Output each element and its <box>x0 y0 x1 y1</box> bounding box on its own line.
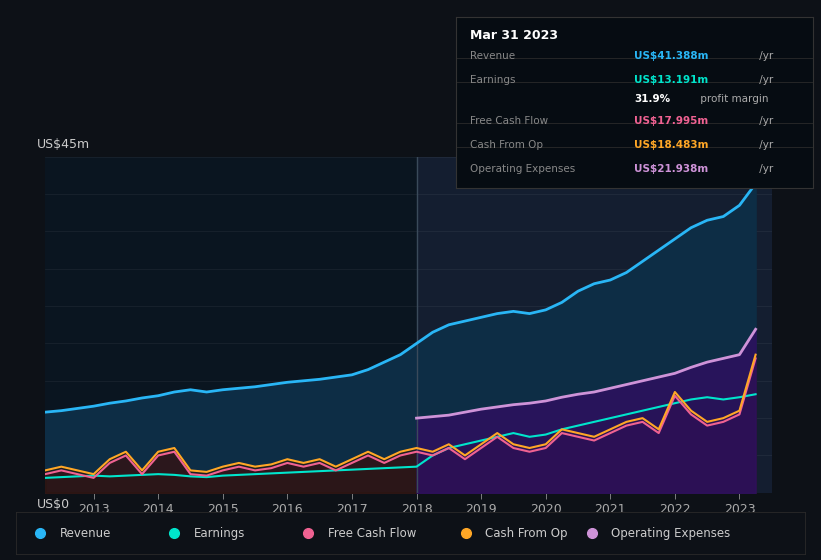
Text: Earnings: Earnings <box>470 75 516 85</box>
Text: US$21.938m: US$21.938m <box>635 164 709 174</box>
Text: Cash From Op: Cash From Op <box>485 527 568 540</box>
Text: Free Cash Flow: Free Cash Flow <box>328 527 416 540</box>
Text: /yr: /yr <box>755 75 773 85</box>
Text: /yr: /yr <box>755 116 773 126</box>
Text: Revenue: Revenue <box>60 527 111 540</box>
Text: Operating Expenses: Operating Expenses <box>470 164 576 174</box>
Text: /yr: /yr <box>755 140 773 150</box>
Text: US$13.191m: US$13.191m <box>635 75 709 85</box>
Text: Cash From Op: Cash From Op <box>470 140 543 150</box>
Text: US$45m: US$45m <box>37 138 90 151</box>
Text: US$17.995m: US$17.995m <box>635 116 709 126</box>
Text: /yr: /yr <box>755 51 773 61</box>
Text: profit margin: profit margin <box>697 94 768 104</box>
Text: US$41.388m: US$41.388m <box>635 51 709 61</box>
Text: Revenue: Revenue <box>470 51 515 61</box>
Bar <box>45 157 416 493</box>
Text: US$0: US$0 <box>37 498 70 511</box>
Text: Earnings: Earnings <box>194 527 245 540</box>
Text: /yr: /yr <box>755 164 773 174</box>
Text: Operating Expenses: Operating Expenses <box>612 527 731 540</box>
Text: Mar 31 2023: Mar 31 2023 <box>470 29 558 42</box>
Text: US$18.483m: US$18.483m <box>635 140 709 150</box>
Bar <box>416 157 772 493</box>
Text: Free Cash Flow: Free Cash Flow <box>470 116 548 126</box>
Text: 31.9%: 31.9% <box>635 94 671 104</box>
